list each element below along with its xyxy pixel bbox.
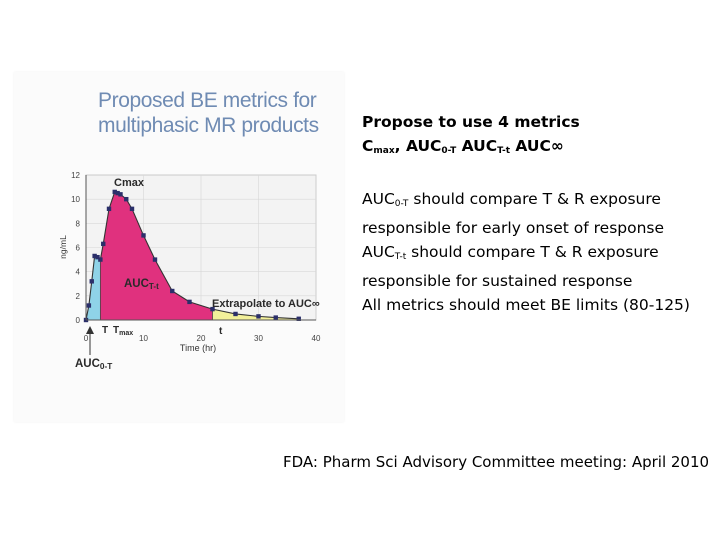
notes-block: Propose to use 4 metrics Cmax, AUC0-T AU…	[362, 110, 712, 317]
x-tick-label: 20	[197, 334, 206, 343]
x-tick-label: 40	[312, 334, 321, 343]
data-point	[106, 206, 112, 212]
Tmax-label: Tmax	[113, 325, 133, 337]
note-line-5: AUCT-t should compare T & R exposure	[362, 243, 659, 262]
note-line-3: AUC0-T should compare T & R exposure	[362, 190, 661, 209]
data-point	[115, 190, 120, 196]
cmax-label: Cmax	[114, 177, 145, 189]
y-tick-label: 8	[76, 219, 81, 228]
x-axis-label: Time (hr)	[180, 343, 216, 353]
source-citation: FDA: Pharm Sci Advisory Committee meetin…	[283, 453, 710, 471]
data-point	[187, 299, 192, 305]
data-point	[152, 257, 158, 262]
x-tick-label: 0	[84, 334, 89, 343]
data-point	[296, 316, 301, 321]
x-tick-label: 30	[254, 334, 263, 343]
y-tick-label: 10	[71, 195, 80, 204]
y-tick-label: 2	[76, 292, 81, 301]
auc-T-t-label: AUCT-t	[124, 278, 159, 291]
data-point	[89, 279, 94, 284]
y-tick-label: 4	[76, 268, 81, 277]
data-point	[112, 189, 117, 195]
data-point	[141, 233, 146, 238]
region-extrapolated	[212, 309, 299, 320]
extrapolate-label: Extrapolate to AUC∞	[212, 298, 320, 310]
note-gap	[362, 163, 712, 187]
T-label: T	[102, 325, 108, 336]
note-line-1: Propose to use 4 metrics	[362, 113, 580, 131]
data-point	[256, 314, 261, 319]
data-point	[101, 241, 106, 247]
note-line-6: responsible for sustained response	[362, 272, 633, 290]
note-line-7: All metrics should meet BE limits (80-12…	[362, 296, 690, 314]
x-tick-label: 10	[139, 334, 148, 343]
auc-0-T-arrowhead	[86, 326, 94, 334]
data-point	[95, 254, 100, 260]
note-line-4: responsible for early onset of response	[362, 219, 665, 237]
y-tick-label: 12	[71, 171, 80, 180]
t-label: t	[219, 326, 223, 337]
data-point	[233, 311, 238, 317]
region-auc-T-t	[100, 191, 213, 320]
data-point	[273, 315, 278, 320]
data-point	[124, 196, 129, 202]
data-point	[92, 253, 97, 259]
data-point	[86, 303, 92, 308]
data-point	[129, 206, 135, 212]
note-line-2: Cmax, AUC0-T AUCT-t AUC∞	[362, 137, 564, 156]
figure-title-line1: Proposed BE metrics for	[98, 89, 317, 112]
figure-title-line2: multiphasic MR products	[98, 114, 319, 137]
data-point	[170, 288, 175, 294]
data-point	[210, 306, 215, 312]
y-tick-label: 0	[76, 316, 81, 325]
data-point	[98, 257, 103, 262]
auc-0-T-label: AUC0-T	[75, 358, 112, 371]
y-tick-label: 6	[76, 244, 81, 253]
y-axis-label: ng/mL	[58, 235, 68, 259]
figure-title: Proposed BE metrics for multiphasic MR p…	[98, 88, 328, 138]
data-point	[118, 192, 123, 197]
